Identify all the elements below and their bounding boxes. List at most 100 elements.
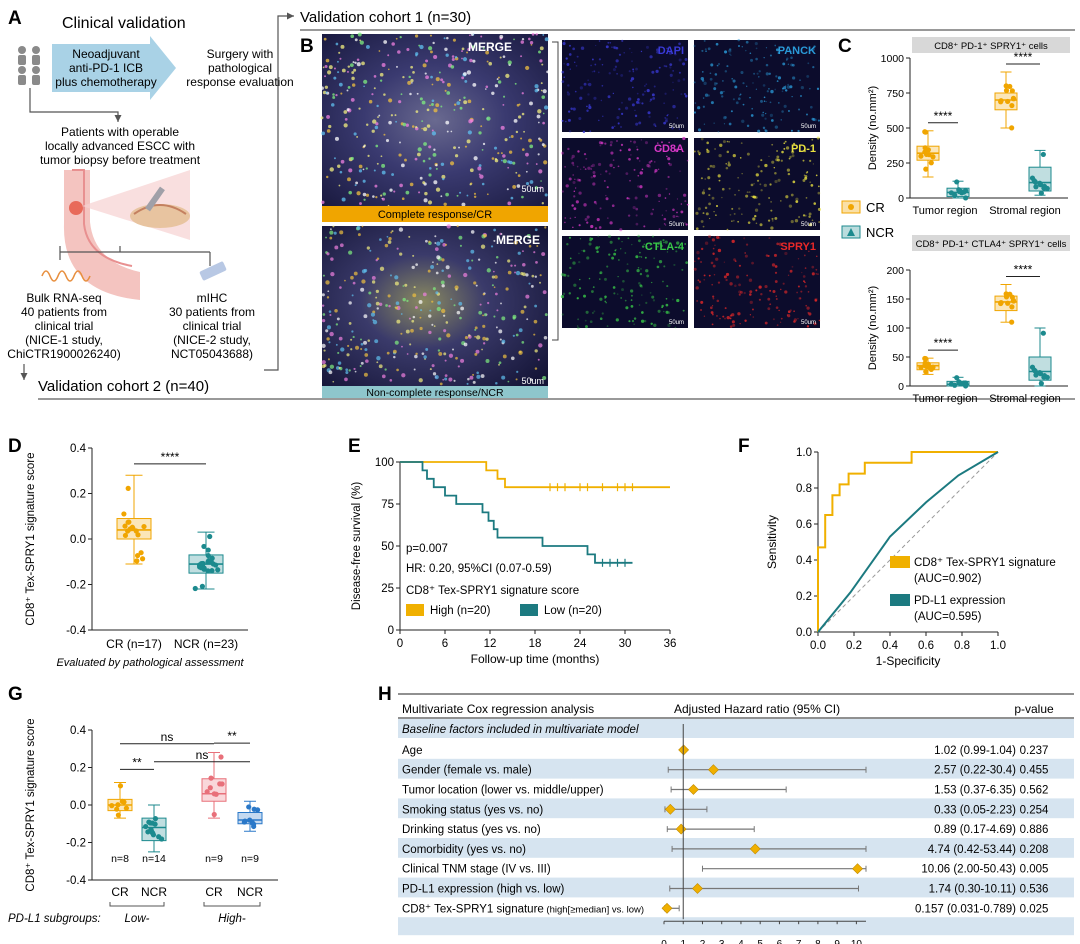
merge-cell-dot-ncr <box>535 261 538 264</box>
merge-cell-dot-cr <box>428 173 431 176</box>
merge-cell-dot-ncr <box>350 348 352 350</box>
channel-signal-dot <box>562 190 564 192</box>
merge-cell-dot-cr <box>522 92 524 94</box>
merge-cell-dot-cr <box>359 40 361 42</box>
channel-signal-dot <box>632 103 635 106</box>
h-header-p: p-value <box>1014 702 1054 716</box>
h-row-label: Drinking status (yes vs. no) <box>402 824 541 836</box>
data-point <box>918 154 923 159</box>
channel-signal-dot <box>654 85 656 87</box>
mihc-line-1: mIHC <box>197 291 228 305</box>
merge-cell-dot-ncr <box>483 293 485 295</box>
channel-signal-dot <box>633 323 635 325</box>
channel-signal-dot <box>575 217 576 218</box>
channel-signal-dot <box>639 185 642 188</box>
channel-signal-dot <box>747 153 750 156</box>
merge-cell-dot-ncr <box>436 255 440 259</box>
merge-cell-dot-ncr <box>455 288 457 290</box>
channel-signal-dot <box>592 312 594 314</box>
channel-signal-dot <box>801 86 804 89</box>
merge-cell-dot-cr <box>509 150 512 153</box>
channel-signal-dot <box>756 47 758 49</box>
merge-cell-dot-cr <box>396 66 398 68</box>
channel-signal-dot <box>737 177 739 179</box>
merge-cell-dot-cr <box>433 108 437 112</box>
channel-signal-dot <box>678 216 679 217</box>
merge-cell-dot-cr <box>459 192 461 194</box>
channel-signal-dot <box>583 250 586 253</box>
channel-signal-dot <box>704 124 705 125</box>
h-row-label: Comorbidity (yes vs. no) <box>402 844 526 856</box>
channel-signal-dot <box>645 195 648 198</box>
channel-signal-dot <box>718 154 721 157</box>
channel-signal-dot <box>745 255 748 258</box>
y-tick-label: 750 <box>886 88 904 100</box>
channel-signal-dot <box>718 174 721 177</box>
channel-signal-dot <box>771 119 774 122</box>
merge-cell-dot-ncr <box>364 373 368 377</box>
panel-letter-h: H <box>378 684 392 705</box>
merge-cell-dot-ncr <box>390 274 392 276</box>
channel-signal-dot <box>788 173 790 175</box>
channel-signal-dot <box>719 180 721 182</box>
channel-signal-dot <box>580 169 581 170</box>
merge-cell-dot-cr <box>523 131 525 133</box>
data-point <box>153 816 158 821</box>
merge-cell-dot-ncr <box>486 359 490 363</box>
channel-signal-dot <box>736 101 739 104</box>
merge-cell-dot-cr <box>432 129 434 131</box>
channel-signal-dot <box>703 279 705 281</box>
merge-cell-dot-ncr <box>516 334 519 337</box>
channel-signal-dot <box>579 279 580 280</box>
data-point <box>998 301 1003 306</box>
channel-signal-dot <box>772 263 775 266</box>
merge-cell-dot-cr <box>337 71 339 73</box>
merge-cell-dot-ncr <box>326 252 329 255</box>
data-point <box>963 188 968 193</box>
x-tick-label: 1 <box>680 939 686 944</box>
merge-cell-dot-ncr <box>334 246 338 250</box>
merge-cell-dot-cr <box>482 183 485 186</box>
merge-cell-dot-ncr <box>396 369 399 372</box>
channel-signal-dot <box>632 87 634 89</box>
channel-signal-dot <box>784 105 787 108</box>
channel-signal-dot <box>607 186 609 188</box>
channel-signal-dot <box>703 226 705 228</box>
data-point <box>126 486 131 491</box>
channel-signal-dot <box>638 121 641 124</box>
channel-signal-dot <box>734 85 737 88</box>
channel-signal-dot <box>756 89 757 90</box>
x-category-label: Stromal region <box>989 393 1061 405</box>
merge-cell-dot-cr <box>518 115 521 118</box>
channel-signal-dot <box>583 166 585 168</box>
channel-signal-dot <box>711 311 714 314</box>
channel-signal-dot <box>744 320 746 322</box>
channel-signal-dot <box>593 171 596 174</box>
merge-cell-dot-cr <box>397 50 401 54</box>
channel-signal-dot <box>755 42 758 45</box>
merge-cell-dot-ncr <box>415 353 417 355</box>
data-point <box>1010 295 1015 300</box>
merge-cell-dot-cr <box>400 36 402 38</box>
significance-label: **** <box>1014 263 1033 277</box>
channel-signal-dot <box>625 172 628 175</box>
merge-cell-dot-ncr <box>500 302 502 304</box>
channel-signal-dot <box>563 76 565 78</box>
channel-signal-dot <box>776 243 779 246</box>
channel-signal-dot <box>817 137 820 140</box>
merge-cell-dot-cr <box>433 55 437 59</box>
merge-cell-dot-cr <box>410 66 413 69</box>
merge-cell-dot-cr <box>446 54 449 57</box>
channel-signal-dot <box>585 325 588 328</box>
merge-cell-dot-ncr <box>476 375 480 379</box>
channel-signal-dot <box>700 301 703 304</box>
channel-signal-dot <box>703 189 704 190</box>
channel-signal-dot <box>806 172 808 174</box>
channel-signal-dot <box>702 71 704 73</box>
channel-signal-dot <box>775 272 777 274</box>
data-point <box>1004 88 1009 93</box>
merge-cell-dot-ncr <box>419 317 421 319</box>
channel-signal-dot <box>760 100 763 103</box>
merge-cell-dot-cr <box>428 158 430 160</box>
channel-signal-dot <box>704 40 706 42</box>
